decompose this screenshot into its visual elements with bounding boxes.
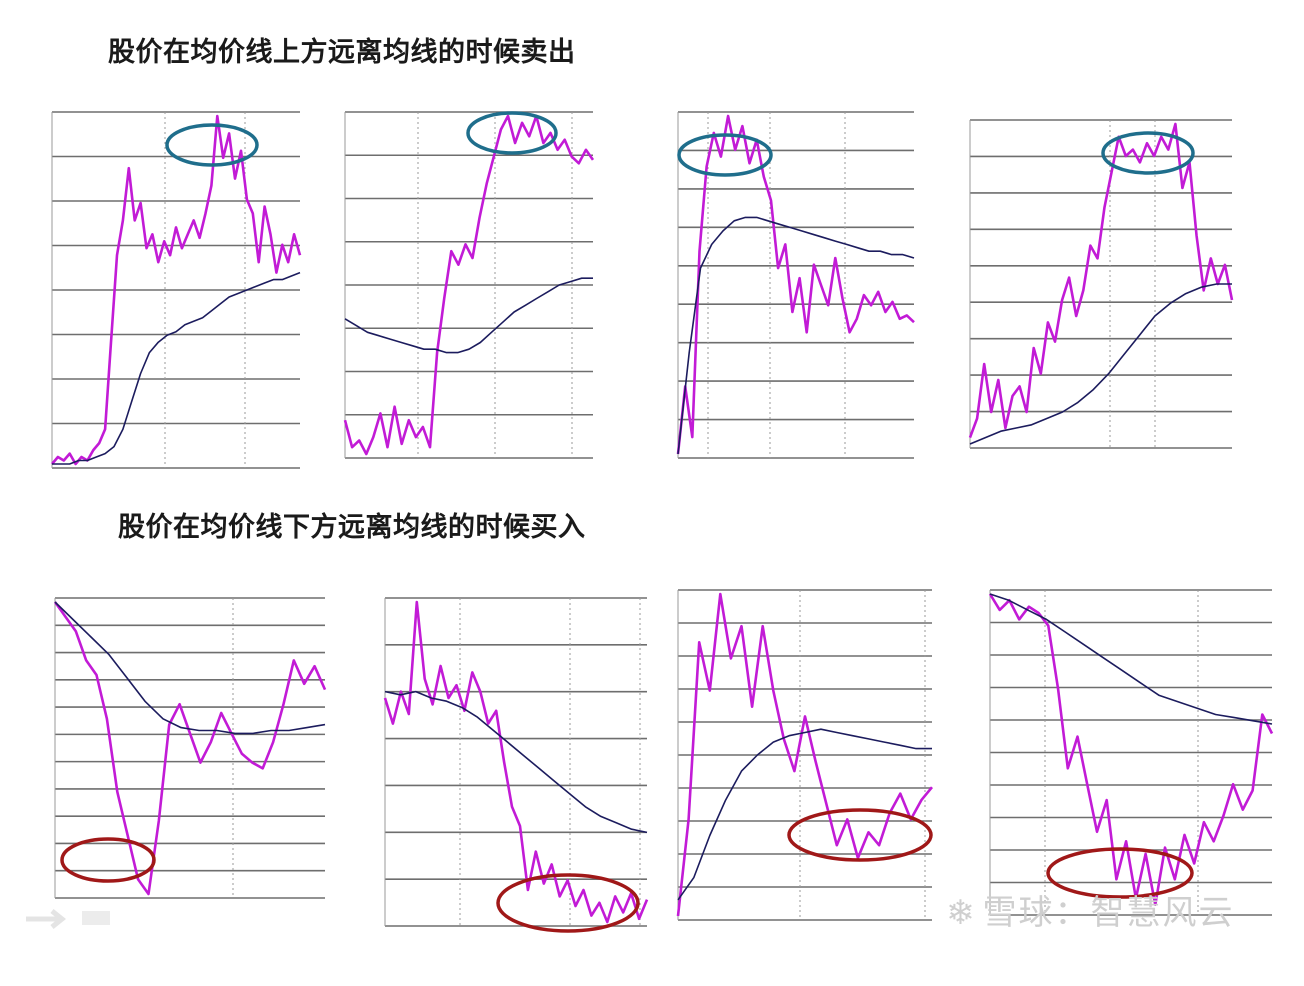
- watermark: ❄ 雪球：智慧风云: [946, 885, 1235, 934]
- sell-highlight-ellipse: [1101, 131, 1195, 175]
- average-line: [989, 593, 1273, 725]
- price-line: [383, 600, 649, 924]
- sell-highlight-ellipse: [466, 111, 558, 155]
- average-line: [384, 690, 648, 834]
- average-line: [677, 216, 915, 455]
- snowball-logo-icon: ❄: [946, 893, 977, 933]
- buy-chart-3: [676, 589, 934, 921]
- price-line: [676, 114, 915, 455]
- buy-highlight-ellipse: [496, 873, 640, 933]
- average-line: [969, 283, 1232, 445]
- watermark-text: 雪球：智慧风云: [982, 893, 1235, 933]
- average-line: [344, 277, 593, 354]
- sell-highlight-ellipse: [677, 133, 773, 177]
- buy-highlight-ellipse: [787, 808, 933, 862]
- price-line: [53, 601, 327, 896]
- price-line: [968, 122, 1234, 439]
- buy-section-title: 股价在均价线下方远离均线的时候买入: [118, 512, 586, 543]
- sell-chart-2: [343, 111, 595, 459]
- average-line: [52, 271, 301, 465]
- buy-chart-2: [383, 597, 649, 933]
- price-line: [988, 593, 1274, 907]
- sell-chart-3: [676, 111, 915, 459]
- sell-chart-4: [968, 119, 1234, 449]
- price-line: [343, 114, 595, 456]
- sell-highlight-ellipse: [165, 123, 259, 167]
- decorative-arrow-icon: [26, 909, 110, 929]
- average-line: [677, 728, 932, 901]
- buy-highlight-ellipse: [1046, 847, 1194, 899]
- buy-highlight-ellipse: [60, 837, 156, 883]
- sell-section-title: 股价在均价线上方远离均线的时候卖出: [108, 37, 576, 68]
- price-line: [51, 114, 302, 466]
- average-line: [54, 601, 326, 735]
- sell-chart-1: [51, 111, 302, 469]
- buy-chart-4: [988, 589, 1274, 916]
- buy-chart-1: [53, 597, 327, 899]
